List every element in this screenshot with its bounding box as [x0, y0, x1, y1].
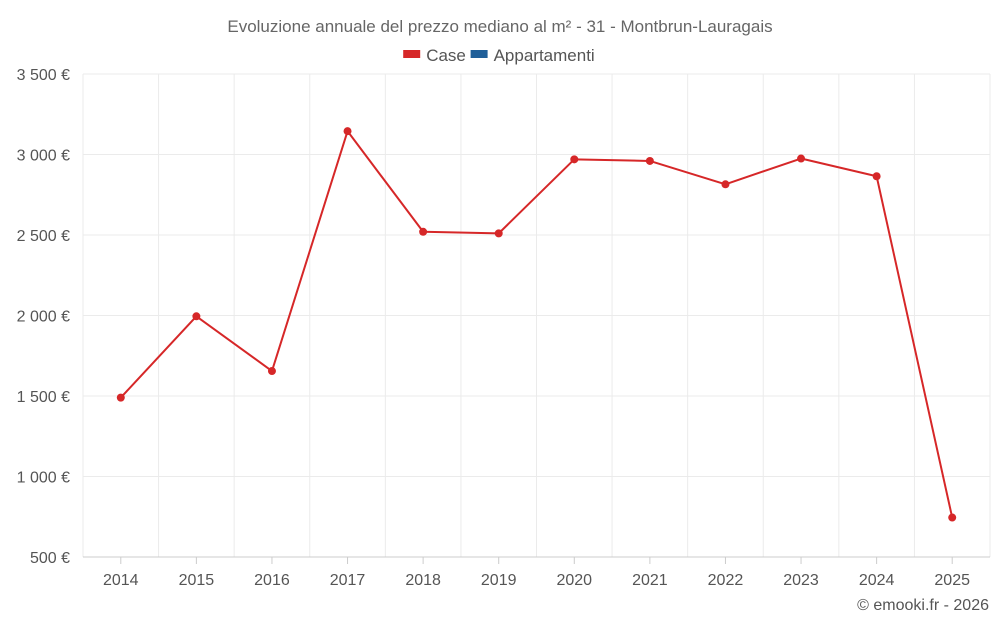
axes: 500 € 1 000 € 1 500 € 2 000 € 2 500 € 3 000 €…: [17, 67, 990, 589]
x-tick-label: 2021: [632, 572, 668, 589]
data-point-2024: [872, 172, 881, 181]
x-tick-label: 2018: [405, 572, 441, 589]
legend-label-appartamenti: Appartamenti: [494, 46, 595, 65]
data-point-2014: [116, 393, 125, 402]
y-tick-label: 1 000 €: [17, 470, 70, 487]
data-point-2018: [419, 227, 428, 236]
x-tick-label: 2019: [481, 572, 517, 589]
data-point-2023: [797, 154, 806, 163]
grid: [82, 73, 991, 557]
chart-title: Evoluzione annuale del prezzo mediano al…: [227, 17, 772, 36]
data-point-2016: [267, 367, 276, 376]
data-point-2020: [570, 155, 579, 164]
data-point-2022: [721, 180, 730, 189]
y-tick-label: 3 500 €: [17, 67, 70, 84]
legend-swatch-case: [403, 50, 421, 58]
y-tick-label: 3 000 €: [17, 148, 70, 165]
x-tick-label: 2016: [254, 572, 290, 589]
x-tick-label: 2025: [934, 572, 970, 589]
x-tick-label: 2014: [103, 572, 139, 589]
x-tick-label: 2024: [859, 572, 895, 589]
y-tick-label: 1 500 €: [17, 389, 70, 406]
data-point-2025: [948, 513, 957, 522]
x-tick-label: 2022: [708, 572, 744, 589]
data-point-2021: [645, 156, 654, 165]
data-point-2017: [343, 127, 352, 136]
series-line-case: [120, 130, 954, 518]
legend: Case Appartamenti: [403, 46, 595, 65]
credit-text: © emooki.fr - 2026: [857, 597, 989, 614]
series-layer: [116, 127, 957, 522]
y-tick-label: 2 000 €: [17, 309, 70, 326]
x-tick-label: 2015: [179, 572, 215, 589]
legend-label-case: Case: [426, 46, 466, 65]
data-point-2019: [494, 229, 503, 238]
legend-swatch-appartamenti: [470, 50, 488, 58]
x-tick-label: 2023: [783, 572, 819, 589]
y-tick-label: 2 500 €: [17, 228, 70, 245]
y-tick-label: 500 €: [30, 550, 70, 567]
x-tick-label: 2020: [556, 572, 592, 589]
data-point-2015: [192, 312, 201, 321]
x-tick-label: 2017: [330, 572, 366, 589]
